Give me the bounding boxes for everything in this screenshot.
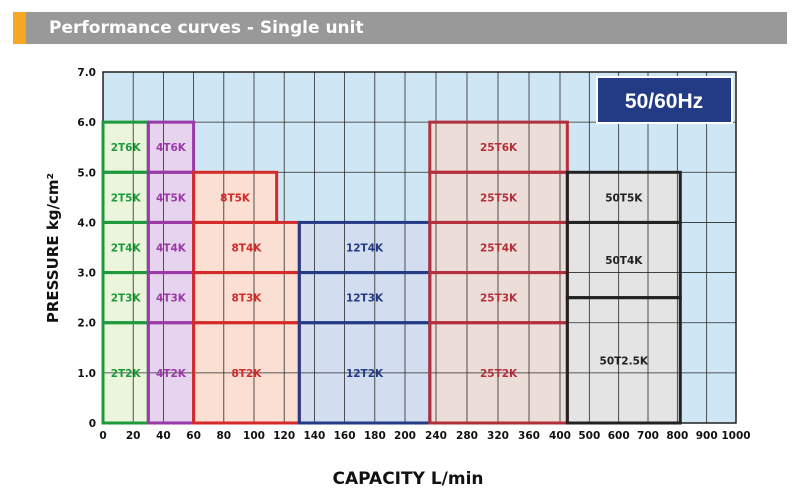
x-tick-label: 200 bbox=[394, 430, 416, 442]
block-label-2t4k: 2T4K bbox=[111, 243, 142, 255]
block-fill-4t6k bbox=[148, 122, 194, 173]
x-tick-label: 20 bbox=[126, 430, 141, 442]
x-tick-label: 700 bbox=[637, 430, 659, 442]
x-tick-label: 280 bbox=[456, 430, 478, 442]
x-tick-label: 900 bbox=[696, 430, 718, 442]
header-title: Performance curves - Single unit bbox=[49, 18, 364, 38]
x-tick-label: 60 bbox=[186, 430, 201, 442]
section-header: Performance curves - Single unit bbox=[13, 12, 787, 44]
frequency-badge-label: 50/60Hz bbox=[625, 90, 703, 113]
y-tick-label: 1.0 bbox=[77, 368, 96, 380]
block-fill-25t6k bbox=[429, 122, 568, 173]
y-tick-label: 3.0 bbox=[77, 268, 96, 280]
block-fill-12t4k bbox=[299, 222, 430, 273]
block-label-8t2k: 8T2K bbox=[231, 368, 262, 380]
x-tick-label: 160 bbox=[334, 430, 356, 442]
block-label-8t3k: 8T3K bbox=[231, 293, 262, 305]
y-tick-label: 7.0 bbox=[77, 67, 96, 79]
y-tick-label: 2.0 bbox=[77, 318, 96, 330]
x-tick-label: 400 bbox=[549, 430, 571, 442]
block-label-12t2k: 12T2K bbox=[346, 368, 384, 380]
block-fill-8t5k bbox=[193, 172, 277, 223]
block-fill-2t5k bbox=[103, 172, 149, 223]
block-label-25t2k: 25T2K bbox=[480, 368, 518, 380]
block-fill-50t5k bbox=[567, 172, 681, 223]
block-fill-2t3k bbox=[103, 272, 149, 323]
x-tick-label: 500 bbox=[578, 430, 600, 442]
block-label-8t4k: 8T4K bbox=[231, 243, 262, 255]
block-fill-25t5k bbox=[429, 172, 568, 223]
block-label-50t5k: 50T5K bbox=[605, 192, 643, 204]
block-fill-12t3k bbox=[299, 272, 430, 323]
x-tick-label: 360 bbox=[518, 430, 540, 442]
block-label-25t5k: 25T5K bbox=[480, 192, 518, 204]
block-fill-4t5k bbox=[148, 172, 194, 223]
block-fill-4t4k bbox=[148, 222, 194, 273]
x-tick-label: 80 bbox=[216, 430, 231, 442]
block-fill-25t4k bbox=[429, 222, 568, 273]
block-fill-2t6k bbox=[103, 122, 149, 173]
block-fill-25t3k bbox=[429, 272, 568, 323]
x-tick-label: 180 bbox=[364, 430, 386, 442]
block-fill-8t4k bbox=[193, 222, 300, 273]
block-fill-8t3k bbox=[193, 272, 300, 323]
block-label-2t3k: 2T3K bbox=[111, 293, 142, 305]
block-label-2t2k: 2T2K bbox=[111, 368, 142, 380]
block-label-12t4k: 12T4K bbox=[346, 243, 384, 255]
y-tick-label: 0 bbox=[89, 418, 96, 430]
x-tick-label: 800 bbox=[666, 430, 688, 442]
block-label-25t3k: 25T3K bbox=[480, 293, 518, 305]
block-label-4t3k: 4T3K bbox=[156, 293, 187, 305]
x-axis-title: CAPACITY L/min bbox=[333, 469, 484, 489]
x-tick-label: 1000 bbox=[721, 430, 750, 442]
y-tick-label: 5.0 bbox=[77, 167, 96, 179]
header-accent-bar bbox=[13, 12, 26, 44]
block-label-2t5k: 2T5K bbox=[111, 192, 142, 204]
block-label-8t5k: 8T5K bbox=[220, 192, 251, 204]
block-label-50t2-5k: 50T2.5K bbox=[600, 355, 649, 367]
block-label-4t2k: 4T2K bbox=[156, 368, 187, 380]
x-tick-label: 0 bbox=[99, 430, 106, 442]
block-outline-50t5k bbox=[565, 170, 682, 224]
block-fill-50t2-5k bbox=[567, 297, 681, 423]
block-label-50t4k: 50T4K bbox=[605, 255, 643, 267]
block-fill-4t3k bbox=[148, 272, 194, 323]
y-tick-label: 6.0 bbox=[77, 117, 96, 129]
frequency-badge bbox=[596, 76, 733, 124]
block-label-4t4k: 4T4K bbox=[156, 243, 187, 255]
x-tick-label: 140 bbox=[303, 430, 325, 442]
block-outline-8t5k bbox=[192, 170, 279, 224]
block-label-4t5k: 4T5K bbox=[156, 192, 187, 204]
x-tick-label: 600 bbox=[608, 430, 630, 442]
x-tick-label: 100 bbox=[243, 430, 265, 442]
block-fill-50t4k bbox=[567, 222, 681, 298]
x-tick-label: 240 bbox=[425, 430, 447, 442]
x-tick-label: 40 bbox=[156, 430, 171, 442]
block-label-4t6k: 4T6K bbox=[156, 142, 187, 154]
y-tick-label: 4.0 bbox=[77, 217, 96, 229]
x-tick-label: 120 bbox=[273, 430, 295, 442]
block-label-2t6k: 2T6K bbox=[111, 142, 142, 154]
block-label-25t4k: 25T4K bbox=[480, 243, 518, 255]
block-label-25t6k: 25T6K bbox=[480, 142, 518, 154]
block-fill-2t4k bbox=[103, 222, 149, 273]
x-tick-label: 320 bbox=[487, 430, 509, 442]
block-outline-4t6k bbox=[146, 120, 196, 174]
block-label-12t3k: 12T3K bbox=[346, 293, 384, 305]
y-axis-title: PRESSURE kg/cm² bbox=[44, 173, 62, 323]
block-outline-25t6k bbox=[428, 120, 569, 174]
